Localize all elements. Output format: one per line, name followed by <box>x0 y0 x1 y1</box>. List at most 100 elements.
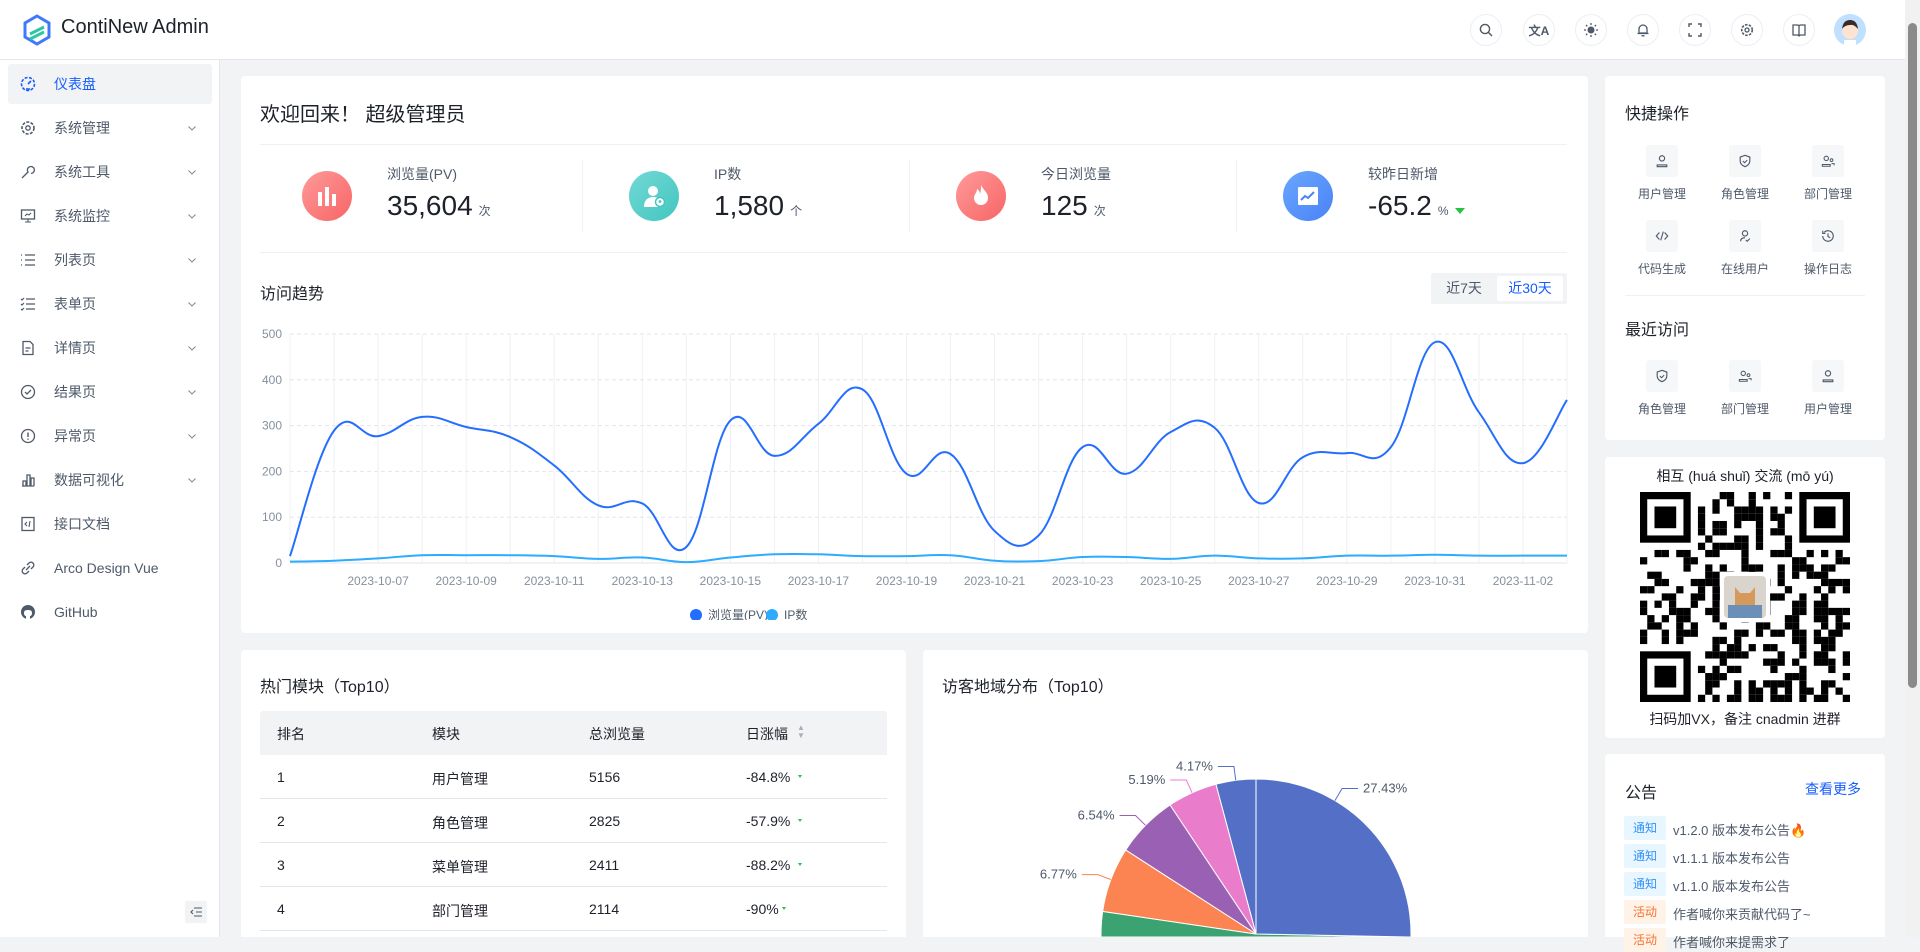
table-cell: 2114 <box>589 901 620 917</box>
sidebar-item-0[interactable]: 仪表盘 <box>8 64 212 104</box>
legend-marker-0[interactable] <box>690 609 702 620</box>
view-more-link[interactable]: 查看更多 <box>1805 781 1861 797</box>
stat-value: 35,604 <box>387 190 473 221</box>
sidebar-item-4[interactable]: 列表页 <box>8 240 212 280</box>
language-button[interactable]: 文A <box>1523 14 1555 46</box>
users-icon <box>1738 370 1752 382</box>
legend-label-0[interactable]: 浏览量(PV) <box>708 607 768 620</box>
sidebar-item-label: 仪表盘 <box>54 76 96 92</box>
shortcut-label: 部门管理 <box>1720 402 1769 416</box>
scrollbar-thumb[interactable] <box>1908 23 1917 688</box>
sidebar-item-9[interactable]: 数据可视化 <box>8 460 212 500</box>
sidebar-item-5[interactable]: 表单页 <box>8 284 212 324</box>
sidebar-item-3[interactable]: 系统监控 <box>8 196 212 236</box>
hot-modules-card <box>241 650 906 937</box>
search-button[interactable] <box>1470 14 1502 46</box>
x-tick-label: 2023-10-23 <box>1052 574 1114 588</box>
bar-chart-icon <box>302 171 352 221</box>
range-30-days-button[interactable]: 近30天 <box>1497 276 1563 301</box>
shortcut-user[interactable]: 用户管理 <box>1622 145 1702 202</box>
legend-label-1[interactable]: IP数 <box>784 607 807 620</box>
pie-label: 6.77% <box>1040 867 1077 882</box>
notice-link[interactable]: v1.2.0 版本发布公告🔥 <box>1673 823 1807 838</box>
pie-slice-other[interactable] <box>1100 910 1410 937</box>
theme-toggle-button[interactable] <box>1575 14 1607 46</box>
link-icon <box>21 561 35 575</box>
check-circle-icon <box>20 384 36 400</box>
range-7-days-button[interactable]: 近7天 <box>1446 280 1482 296</box>
notice-tag: 通知 <box>1624 844 1666 868</box>
pie-slice-0[interactable] <box>1255 778 1412 937</box>
shortcut-code[interactable]: 代码生成 <box>1622 220 1702 277</box>
overview-card <box>241 76 1588 633</box>
notice-link[interactable]: v1.1.0 版本发布公告 <box>1673 879 1791 894</box>
pie-slice-4[interactable] <box>1102 849 1257 935</box>
sort-icon[interactable]: ▲ ▼ <box>797 723 805 740</box>
x-tick-label: 2023-10-25 <box>1140 574 1202 588</box>
shortcut-user[interactable]: 用户管理 <box>1788 360 1868 417</box>
y-tick-label: 400 <box>262 373 282 387</box>
sidebar: 仪表盘系统管理 系统工具 系统监控 列表页 表单页详情页结果页 异常页数据可视化接口文档 A… <box>0 60 220 937</box>
notice-link[interactable]: 作者喊你来贡献代码了~ <box>1673 907 1811 922</box>
column-header[interactable]: 日涨幅 <box>746 726 788 742</box>
stat-value: -65.2 <box>1368 190 1432 221</box>
x-tick-label: 2023-10-11 <box>524 574 585 588</box>
settings-button[interactable] <box>1731 14 1763 46</box>
shortcut-label: 部门管理 <box>1803 187 1852 201</box>
sidebar-item-1[interactable]: 系统管理 <box>8 108 212 148</box>
chevron-down-icon <box>188 346 196 351</box>
x-tick-label: 2023-10-07 <box>347 574 409 588</box>
shortcut-shield[interactable]: 角色管理 <box>1705 145 1785 202</box>
shortcut-history[interactable]: 操作日志 <box>1788 220 1868 277</box>
page-scrollbar[interactable] <box>1905 0 1920 937</box>
shortcut-label: 角色管理 <box>1720 187 1769 201</box>
shortcut-users[interactable]: 部门管理 <box>1705 360 1785 417</box>
collapse-sidebar-button[interactable] <box>185 901 207 923</box>
sidebar-item-2[interactable]: 系统工具 <box>8 152 212 192</box>
shortcut-label: 角色管理 <box>1637 402 1686 416</box>
sidebar-item-12[interactable]: GitHub <box>8 592 212 632</box>
dashboard-icon <box>20 76 36 92</box>
stat-unit: 次 <box>478 204 491 218</box>
sidebar-item-8[interactable]: 异常页 <box>8 416 212 456</box>
search-icon <box>1479 23 1493 37</box>
pie-label-line <box>1081 874 1112 880</box>
notice-link[interactable]: 作者喊你来提需求了 <box>1673 935 1791 950</box>
shortcut-label: 用户管理 <box>1803 402 1852 416</box>
shield-icon <box>1739 154 1751 168</box>
sidebar-item-6[interactable]: 详情页 <box>8 328 212 368</box>
shortcut-shield[interactable]: 角色管理 <box>1622 360 1702 417</box>
shortcut-user-online[interactable]: 在线用户 <box>1705 220 1785 277</box>
code-doc-icon <box>21 516 35 532</box>
notifications-button[interactable] <box>1627 14 1659 46</box>
pie-label-line <box>1217 765 1237 781</box>
sidebar-item-7[interactable]: 结果页 <box>8 372 212 412</box>
notice-tag: 活动 <box>1624 900 1666 924</box>
sidebar-item-label: Arco Design Vue <box>54 560 159 576</box>
notice-link[interactable]: v1.1.1 版本发布公告 <box>1673 851 1791 866</box>
x-tick-label: 2023-10-09 <box>435 574 497 588</box>
avatar[interactable] <box>1834 14 1866 46</box>
range-segmented-control: 近7天 近30天 <box>1431 273 1567 304</box>
sidebar-item-10[interactable]: 接口文档 <box>8 504 212 544</box>
stat-1: IP数 1,580 个 <box>584 160 911 232</box>
trend-chart-icon <box>1283 171 1333 221</box>
sidebar-item-label: 数据可视化 <box>54 472 124 488</box>
legend-marker-1[interactable] <box>766 609 778 620</box>
visitor-region-pie-chart: 4.17% 5.19% 6.54% 6.77% 27.43% <box>1040 758 1412 937</box>
pie-slice-2[interactable] <box>1169 783 1257 935</box>
table-row <box>260 755 887 799</box>
chevron-down-icon <box>188 478 196 483</box>
fullscreen-button[interactable] <box>1679 14 1711 46</box>
checklist-icon <box>20 297 35 311</box>
docs-button[interactable] <box>1783 14 1815 46</box>
sidebar-item-11[interactable]: Arco Design Vue <box>8 548 212 588</box>
hot-modules-title: 热门模块（Top10） <box>260 679 400 696</box>
shortcut-label: 在线用户 <box>1720 262 1769 276</box>
user-location-icon <box>629 171 679 221</box>
notice-title: 公告 <box>1625 785 1658 802</box>
trend-down-icon <box>782 907 786 910</box>
shortcut-users[interactable]: 部门管理 <box>1788 145 1868 202</box>
sidebar-item-label: 详情页 <box>54 340 96 356</box>
monitor-icon <box>20 209 36 223</box>
